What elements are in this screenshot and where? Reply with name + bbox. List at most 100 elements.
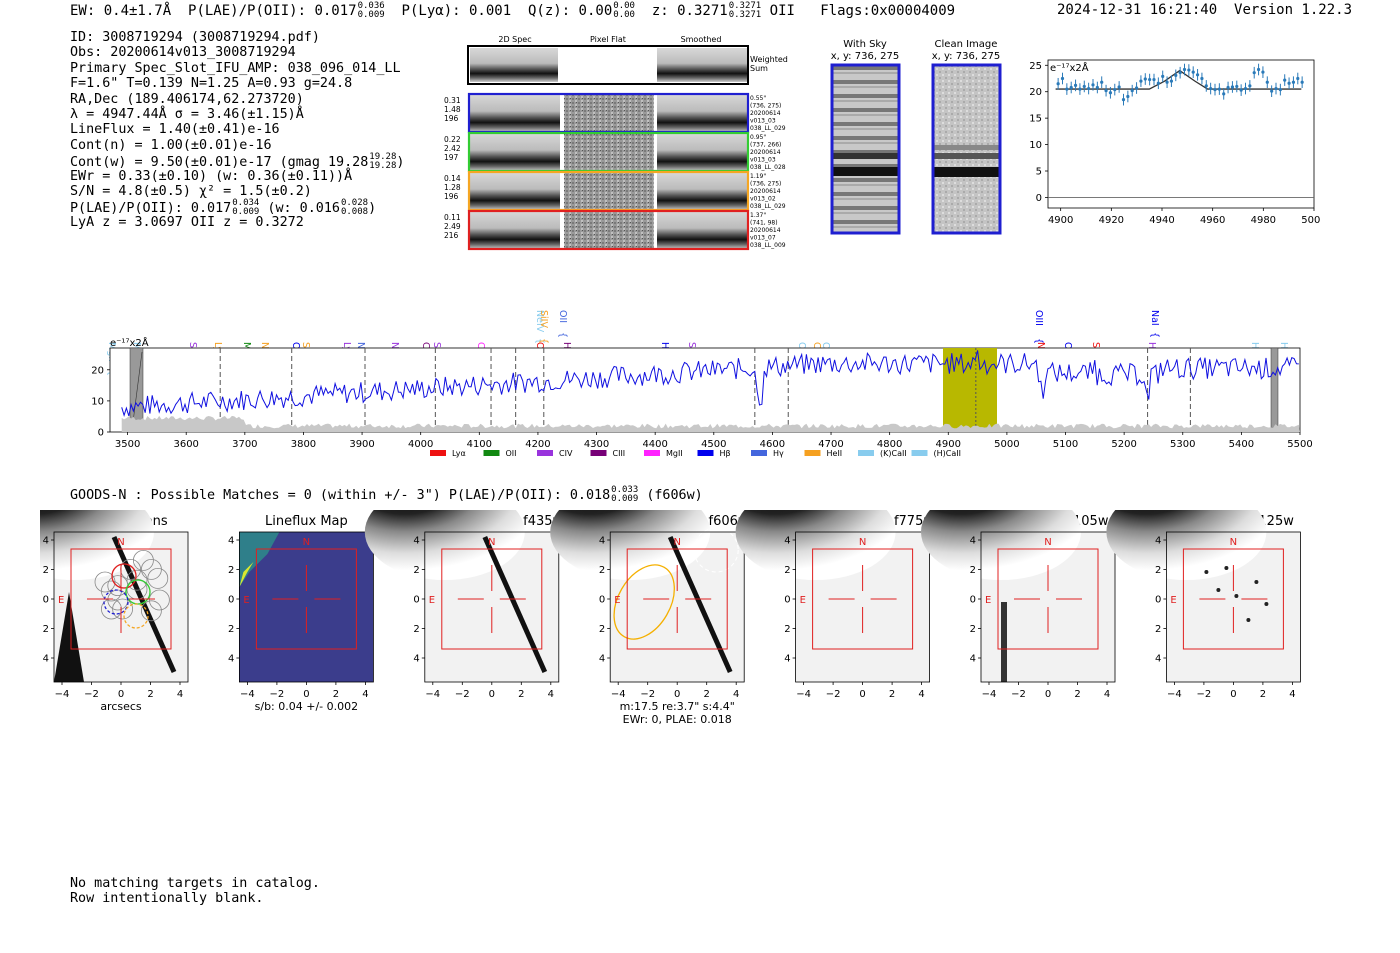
info-contn: Cont(n) = 1.00(±0.01)e-16 [70, 137, 272, 153]
zoom-x-tick: 4980 [1251, 215, 1276, 226]
spectrum-legend-item: (H)CaII [911, 449, 961, 458]
north-marker: N [673, 537, 680, 548]
svg-text:(K)CaII: (K)CaII [880, 449, 907, 458]
zoom-data-point [1143, 77, 1147, 81]
info-zline: LyA z = 3.0697 OII z = 0.3272 [70, 214, 304, 230]
zoom-data-point [1265, 80, 1269, 84]
spectrum-line-bracket: { [1033, 338, 1044, 344]
fiber-row-meta: 20200614 [750, 149, 781, 156]
cutout-y-tick: 4 [970, 654, 976, 665]
info-id: ID: 3008719294 (3008719294.pdf) [70, 30, 320, 45]
cutout-y-tick: 4 [228, 536, 234, 547]
spectrum-x-tick: 5200 [1111, 439, 1136, 450]
cutout-x-tick: −2 [1011, 689, 1026, 700]
cutout-x-tick: −4 [611, 689, 626, 700]
with-sky-image [830, 63, 901, 235]
spectrum-line-label: OIII [1033, 310, 1044, 326]
fiber-smoothed [657, 94, 747, 132]
info-primary: Primary Spec_Slot_IFU_AMP: 038_096_014_L… [70, 60, 401, 76]
header-z-line: OII [769, 3, 795, 19]
zoom-y-tick: 25 [1029, 61, 1042, 72]
zoom-data-point [1217, 87, 1221, 91]
cutout-title: Lineflux Map [265, 514, 348, 529]
fiber-row-stat: 196 [444, 114, 459, 123]
cutout-aperture-box [812, 548, 914, 650]
zoom-data-point [1226, 85, 1230, 90]
line-zoom-chart: e⁻¹⁷x2Å 4900 4920 4940 4960 4980 5000 0 5 10 15 20… [1029, 59, 1320, 226]
spectrum-legend-item: HeII [804, 449, 842, 458]
fiber-row-stat: 0.31 [444, 96, 461, 105]
zoom-data-point [1182, 67, 1187, 72]
cutout-x-tick: 2 [1260, 689, 1266, 700]
catalog-line-text: GOODS-N : Possible Matches = 0 (within +… [70, 488, 611, 503]
zoom-y-tick: 10 [1029, 140, 1042, 151]
spectrum-plot-frame [109, 347, 1301, 433]
spectrum-line-bracket: { [538, 338, 549, 344]
cutout-x-tick: −4 [982, 689, 997, 700]
cutout-aperture-box [255, 548, 357, 650]
zoom-data-point [1261, 70, 1265, 74]
header-timestamp: 2024-12-31 16:21:40 Version 1.22.3 [1057, 2, 1352, 18]
header-qz: Q(z): 0.00 [527, 3, 613, 19]
spectrum-x-tick: 5100 [1053, 439, 1078, 450]
spectrum-x-tick: 4900 [936, 439, 961, 450]
spectrum-x-tick: 3600 [173, 439, 198, 450]
fiber-row-meta: 038_LL_028 [750, 164, 786, 171]
info-contw: Cont(w) = 9.50(±0.01)e-17 (gmag 19.28 19.… [70, 152, 405, 172]
cutout-y-tick: 0 [1155, 595, 1161, 606]
zoom-data-point [1230, 85, 1235, 89]
cutout-panel: ACS WFC(30.0) f606wNE−44−22002244m:17.5 … [550, 510, 749, 725]
cutout-x-tick: 2 [333, 689, 339, 700]
zoom-data-point [1195, 73, 1200, 77]
zoom-x-tick: 4900 [1048, 215, 1073, 226]
cutout-x-tick: 2 [1074, 689, 1080, 700]
cutout-x-tick: −2 [640, 689, 655, 700]
fiber-row-meta: v013_07 [750, 235, 776, 242]
cutout-x-tick: −2 [826, 689, 841, 700]
cutout-x-tick: −2 [270, 689, 285, 700]
catalog-match-line: GOODS-N : Possible Matches = 0 (within +… [70, 486, 703, 504]
zoom-data-point [1287, 81, 1291, 85]
fiber-pixel-flat [564, 94, 654, 132]
zoom-data-point [1121, 98, 1126, 102]
info-plae: P(LAE)/P(OII): 0.017 0.034 0.009 (w: 0.016… [70, 198, 377, 218]
cutout-y-tick: 2 [599, 565, 605, 576]
spectrum-x-tick: 3700 [232, 439, 257, 450]
with-sky-title: With Sky [843, 39, 887, 50]
fiber-row-stat: 2.49 [444, 222, 461, 231]
cutout-y-tick: 4 [970, 536, 976, 547]
cutout-y-tick: 0 [599, 595, 605, 606]
cutout-y-tick: 2 [413, 624, 419, 635]
fiber-row-meta: 038_LL_029 [750, 125, 786, 132]
cutout-aperture-box [626, 548, 728, 650]
spectrum-x-tick: 3500 [115, 439, 140, 450]
fiber-row-stat: 0.14 [444, 174, 461, 183]
spectrum-x-tick: 5300 [1170, 439, 1195, 450]
zoom-data-point [1291, 80, 1296, 84]
zoom-plot-frame [1047, 59, 1315, 209]
spectrum-x-tick: 5500 [1287, 439, 1312, 450]
cutout-x-tick: −4 [240, 689, 255, 700]
fiber-row-stat: 1.28 [444, 183, 461, 192]
north-marker: N [859, 537, 866, 548]
spectrum-x-tick: 3800 [291, 439, 316, 450]
fiber-row-meta: 20200614 [750, 227, 781, 234]
zoom-data-point [1091, 83, 1095, 87]
east-marker: E [985, 595, 991, 606]
zoom-data-point [1174, 73, 1178, 77]
col-header-2d-spec: 2D Spec [498, 35, 531, 44]
zoom-data-point [1108, 91, 1113, 95]
zoom-data-point [1248, 84, 1252, 88]
zoom-data-point [1235, 84, 1239, 89]
svg-text:(H)CaII: (H)CaII [934, 449, 961, 458]
svg-text:Hγ: Hγ [773, 449, 784, 458]
spectrum-flux-line [121, 350, 1299, 417]
fiber-pixel-flat [564, 172, 654, 210]
zoom-data-point [1078, 87, 1082, 91]
fiber-2d-spec [470, 172, 560, 210]
east-marker: E [614, 595, 620, 606]
